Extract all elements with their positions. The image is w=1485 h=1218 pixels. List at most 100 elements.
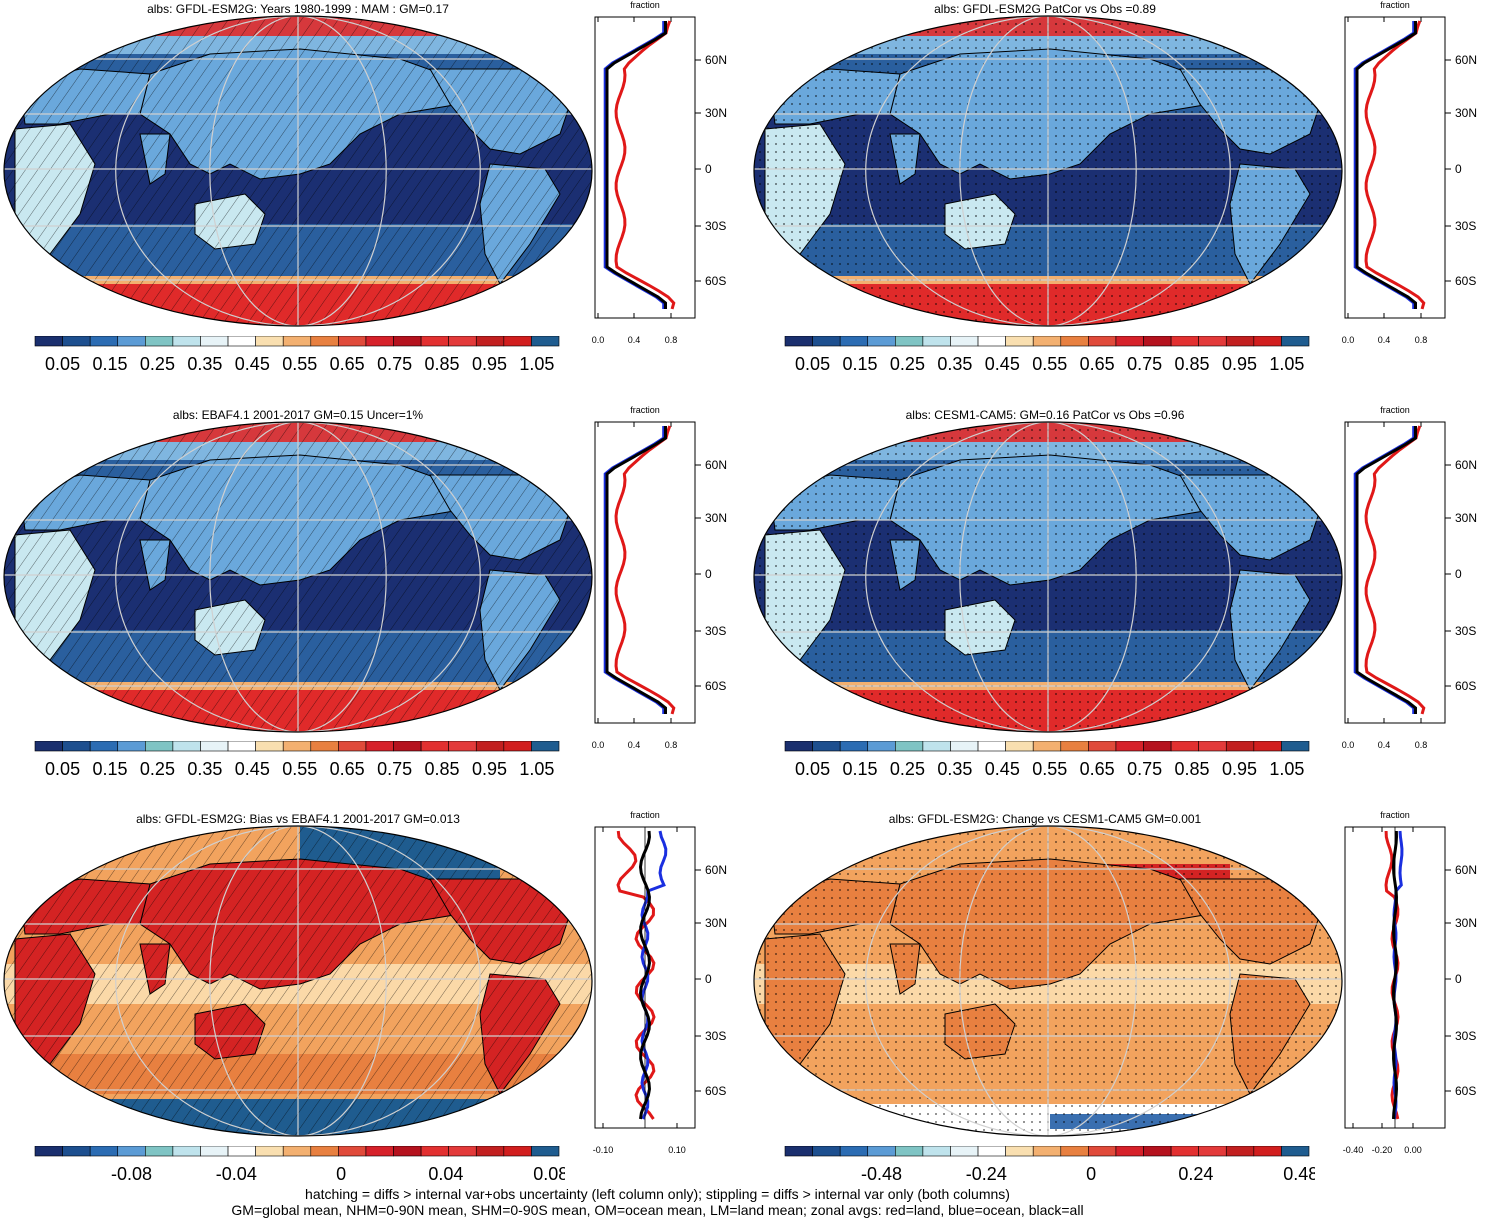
profile-lat-label: 30S [705, 219, 726, 233]
colorbar-swatch [1170, 741, 1199, 752]
profile-lat-label: 30N [1455, 106, 1477, 120]
profile-x-tick-label: 0.8 [665, 335, 678, 345]
colorbar-label: 0.85 [425, 759, 460, 779]
colorbar-swatch [172, 1146, 201, 1157]
profile-all-line [605, 21, 667, 309]
colorbar-swatch [531, 336, 560, 347]
colorbar-swatch [1170, 336, 1199, 347]
profile-lat-label: 60S [1455, 274, 1476, 288]
colorbar-swatch [1060, 336, 1089, 347]
profile-lat-label: 30N [1455, 511, 1477, 525]
colorbar-swatch [255, 741, 284, 752]
colorbar-label: 0.05 [795, 354, 830, 374]
colorbar-swatch [1225, 1146, 1255, 1157]
profile-lat-label: 60S [705, 1084, 726, 1098]
colorbar-swatch [1060, 1146, 1089, 1157]
colorbar-swatch [895, 336, 924, 347]
colorbar-swatch [531, 741, 560, 752]
colorbar-swatch [227, 336, 256, 347]
colorbar-label: 0.65 [330, 354, 365, 374]
profile-x-tick-label: 0.4 [628, 740, 641, 750]
colorbar-label: 0.95 [1222, 759, 1257, 779]
colorbar-swatch [172, 741, 201, 752]
colorbar-swatch [950, 741, 979, 752]
profile-lat-label: 30N [705, 106, 727, 120]
profile-lat-label: 60N [1455, 863, 1477, 877]
colorbar-swatch [1005, 1146, 1034, 1157]
profile-ocean-line [1353, 21, 1416, 309]
colorbar-label: 0.85 [1175, 759, 1210, 779]
profile-lat-label: 30N [1455, 916, 1477, 930]
colorbar-swatch [145, 336, 174, 347]
profile-lat-label: 30S [705, 624, 726, 638]
profile-all-line [1355, 21, 1417, 309]
colorbar-swatch [338, 741, 367, 752]
colorbar-label: 0.75 [1127, 759, 1162, 779]
colorbar-swatch [1198, 1146, 1227, 1157]
colorbar-swatch [867, 1146, 896, 1157]
colorbar-label: -0.24 [966, 1164, 1007, 1184]
colorbar-label: 0.08 [533, 1164, 565, 1184]
colorbar-swatch [475, 336, 505, 347]
colorbar-swatch [1253, 1146, 1282, 1157]
profile-ocean-line [1353, 426, 1416, 714]
colorbar-label: 0.15 [842, 759, 877, 779]
colorbar-swatch [1170, 1146, 1199, 1157]
colorbar-swatch [812, 336, 841, 347]
colorbar-swatch [393, 741, 422, 752]
profile-x-tick-label: 0.8 [665, 740, 678, 750]
profile-lat-label: 30N [705, 511, 727, 525]
colorbar-swatch [62, 741, 91, 752]
colorbar-swatch [200, 336, 229, 347]
colorbar-swatch [812, 1146, 841, 1157]
colorbar-label: 0.25 [140, 759, 175, 779]
colorbar-swatch [867, 336, 896, 347]
colorbar-swatch [145, 1146, 174, 1157]
colorbar-label: 0.75 [377, 354, 412, 374]
colorbar-swatch [475, 741, 505, 752]
colorbar-swatch [839, 741, 869, 752]
profile-x-tick-label: 0.4 [628, 335, 641, 345]
colorbar-swatch [950, 336, 979, 347]
colorbar-label: 0.15 [92, 759, 127, 779]
colorbar-swatch [282, 336, 312, 347]
colorbar-swatch [895, 1146, 924, 1157]
colorbar-swatch [922, 336, 951, 347]
colorbar-swatch [977, 1146, 1006, 1157]
colorbar-label: 0.85 [425, 354, 460, 374]
colorbar-label: 0.75 [377, 759, 412, 779]
colorbar-swatch [1060, 741, 1089, 752]
colorbar-swatch [1253, 336, 1282, 347]
profile-lat-label: 30S [1455, 219, 1476, 233]
panel4-zonal-profile: fraction 60N 30N 0 30S 60S 0.0 0.4 0.8 [1342, 405, 1477, 750]
panel5-map [3, 825, 593, 1137]
colorbar-swatch [1225, 741, 1255, 752]
panel3-colorbar: 0.05 0.15 0.25 0.35 0.45 0.55 0.65 0.75 0.85 0.95… [34, 741, 560, 779]
profile-ocean-line [603, 21, 666, 309]
colorbar-swatch [895, 741, 924, 752]
panel1-zonal-profile: fraction 60N 30N 0 30S 60S 0.0 0.4 0.8 [592, 0, 727, 345]
panel1-map [3, 15, 593, 327]
colorbar-swatch [89, 1146, 119, 1157]
colorbar-swatch [1281, 1146, 1310, 1157]
colorbar-swatch [200, 1146, 229, 1157]
colorbar-label: 0.25 [890, 759, 925, 779]
colorbar-swatch [255, 1146, 284, 1157]
colorbar-label: 0 [1086, 1164, 1096, 1184]
panel1-title: albs: GFDL-ESM2G: Years 1980-1999 : MAM … [147, 2, 449, 16]
colorbar-swatch [503, 741, 532, 752]
colorbar-swatch [1143, 1146, 1172, 1157]
colorbar-label: 0.05 [45, 354, 80, 374]
profile-axis-title: fraction [630, 405, 660, 415]
profile-lat-label: 30S [705, 1029, 726, 1043]
colorbar-swatch [282, 1146, 312, 1157]
colorbar-swatch [950, 1146, 979, 1157]
colorbar-label: 0.35 [937, 354, 972, 374]
colorbar-label: 0.45 [985, 354, 1020, 374]
colorbar-label: 0.55 [282, 354, 317, 374]
colorbar-swatch [1032, 1146, 1062, 1157]
colorbar-label: -0.08 [111, 1164, 152, 1184]
colorbar-swatch [784, 1146, 813, 1157]
colorbar-swatch [420, 1146, 449, 1157]
panel6-map [753, 825, 1343, 1137]
